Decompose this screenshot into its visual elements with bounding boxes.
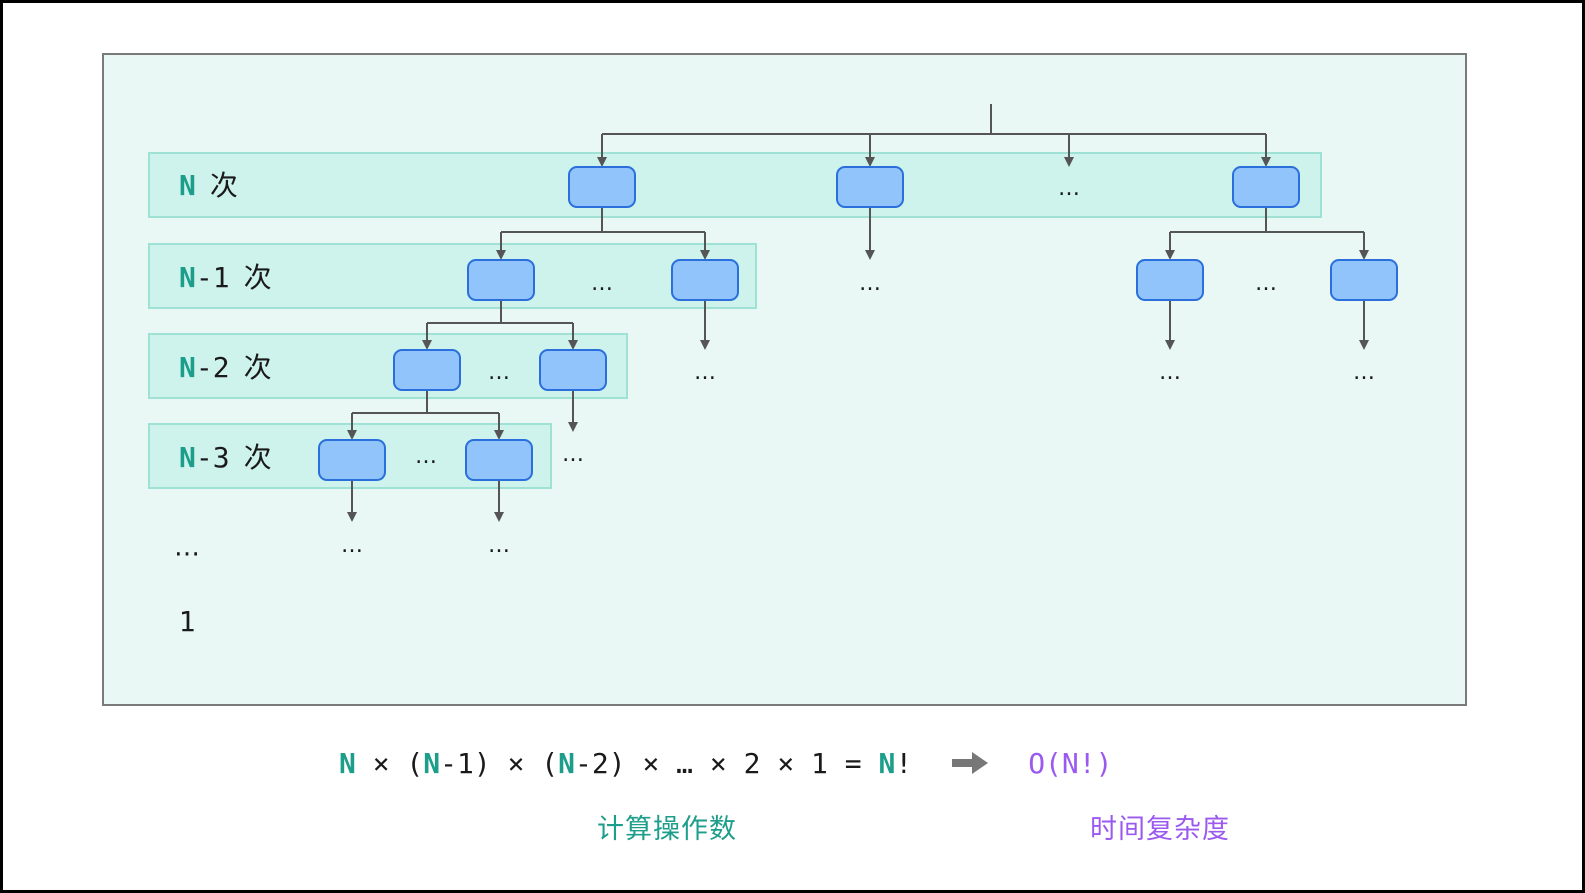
- ellipsis-mark: …: [1159, 360, 1181, 385]
- time-complexity-value: O(N!): [1028, 746, 1113, 780]
- formula-text: -2) × … × 2 × 1 =: [575, 746, 879, 780]
- formula-variable: N: [878, 746, 896, 780]
- level-label-3: N-2 次: [179, 351, 272, 384]
- formula-variable: N: [423, 746, 441, 780]
- time-complexity-caption: 时间复杂度: [1090, 814, 1230, 845]
- operations-caption: 计算操作数: [597, 814, 737, 845]
- formula-variable: N: [558, 746, 576, 780]
- operation-count-formula: N × (N-1) × (N-2) × … × 2 × 1 = N!: [339, 747, 912, 780]
- formula-row: N × (N-1) × (N-2) × … × 2 × 1 = N! O(N!): [339, 741, 1112, 785]
- level-label-2: N-1 次: [179, 261, 272, 294]
- ellipsis-mark: …: [694, 360, 716, 385]
- ellipsis-mark: …: [341, 533, 363, 558]
- tree-node: [539, 349, 607, 391]
- level-label-ellipsis: …: [174, 533, 200, 563]
- tree-node: [467, 259, 535, 301]
- ellipsis-mark: …: [562, 442, 584, 467]
- tree-node: [1232, 166, 1300, 208]
- level-band-2: [148, 243, 757, 309]
- level-label-one: 1: [179, 605, 196, 638]
- tree-node: [318, 439, 386, 481]
- ellipsis-mark: …: [415, 444, 437, 469]
- tree-node: [568, 166, 636, 208]
- tree-node: [1330, 259, 1398, 301]
- recursion-tree-diagram: N 次 N-1 次 N-2 次 N-3 次 … 1 … … … … … … … … … … … …: [102, 53, 1467, 706]
- tree-node: [1136, 259, 1204, 301]
- formula-variable: N: [339, 746, 356, 780]
- ellipsis-mark: …: [859, 271, 881, 296]
- ellipsis-mark: …: [1255, 271, 1277, 296]
- level-label-4: N-3 次: [179, 441, 272, 474]
- ellipsis-mark: …: [591, 271, 613, 296]
- formula-text: × (: [355, 746, 424, 780]
- ellipsis-mark: …: [488, 360, 510, 385]
- tree-node: [836, 166, 904, 208]
- tree-node: [465, 439, 533, 481]
- ellipsis-mark: …: [488, 533, 510, 558]
- right-arrow-icon: [952, 752, 989, 774]
- level-band-1: [148, 152, 1322, 218]
- formula-text: -1) × (: [440, 746, 559, 780]
- ellipsis-mark: …: [1058, 176, 1080, 201]
- tree-node: [671, 259, 739, 301]
- ellipsis-mark: …: [1353, 360, 1375, 385]
- tree-node: [393, 349, 461, 391]
- formula-text: !: [895, 746, 913, 780]
